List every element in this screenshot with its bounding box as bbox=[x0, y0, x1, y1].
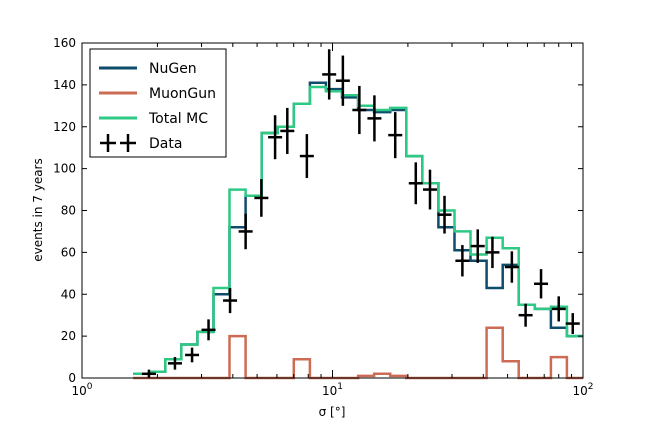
data-point bbox=[437, 195, 452, 234]
data-point bbox=[388, 112, 403, 159]
data-point bbox=[268, 115, 283, 160]
data-point bbox=[408, 162, 423, 205]
data-point bbox=[352, 85, 367, 135]
y-tick-label: 100 bbox=[53, 162, 76, 176]
data-point bbox=[367, 95, 382, 142]
legend-label: Data bbox=[149, 136, 182, 152]
data-point bbox=[335, 55, 350, 106]
x-tick-label: 102 bbox=[572, 382, 593, 398]
y-tick-label: 60 bbox=[61, 245, 76, 259]
y-axis-label: events in 7 years bbox=[31, 158, 45, 261]
data-point bbox=[201, 319, 216, 341]
x-axis-label: σ [°] bbox=[319, 405, 346, 419]
legend-label: MuonGun bbox=[149, 86, 216, 102]
data-point bbox=[485, 236, 500, 269]
legend-box bbox=[89, 48, 227, 158]
x-tick-label: 100 bbox=[71, 382, 92, 398]
data-point bbox=[299, 134, 314, 179]
plot-area bbox=[133, 49, 583, 380]
data-point bbox=[518, 303, 533, 327]
y-tick-label: 80 bbox=[61, 204, 76, 218]
data-point bbox=[280, 107, 295, 154]
legend-label: NuGen bbox=[149, 61, 197, 77]
data-point bbox=[422, 169, 437, 210]
series-total-mc-line bbox=[133, 85, 583, 376]
data-point bbox=[223, 287, 238, 314]
series-muongun-line bbox=[133, 326, 583, 380]
y-tick-label: 160 bbox=[53, 36, 76, 50]
y-tick-label: 120 bbox=[53, 120, 76, 134]
legend-entry: NuGen bbox=[99, 61, 197, 77]
legend-entry: MuonGun bbox=[99, 86, 216, 102]
data-point bbox=[534, 269, 549, 299]
data-point bbox=[504, 251, 519, 283]
data-point bbox=[322, 49, 337, 100]
legend-entry: Total MC bbox=[99, 111, 208, 127]
legend-label: Total MC bbox=[148, 111, 208, 127]
data-point bbox=[455, 245, 470, 277]
data-point bbox=[565, 313, 580, 335]
data-point bbox=[254, 179, 269, 217]
data-point bbox=[141, 369, 156, 378]
y-tick-label: 0 bbox=[68, 371, 76, 385]
legend: NuGen MuonGun Total MC Data bbox=[89, 48, 227, 158]
y-tick-label: 40 bbox=[61, 287, 76, 301]
data-point bbox=[238, 213, 253, 250]
x-tick-label: 101 bbox=[322, 382, 343, 398]
legend-entry: Data bbox=[100, 134, 182, 152]
data-point bbox=[470, 229, 485, 263]
axis-ticks: 0 20 40 60 80 100 120 140 160 100 101 102 bbox=[53, 36, 593, 398]
data-point bbox=[167, 357, 182, 370]
data-point bbox=[185, 347, 200, 363]
y-tick-label: 20 bbox=[61, 329, 76, 343]
y-tick-label: 140 bbox=[53, 78, 76, 92]
data-point bbox=[551, 296, 566, 322]
